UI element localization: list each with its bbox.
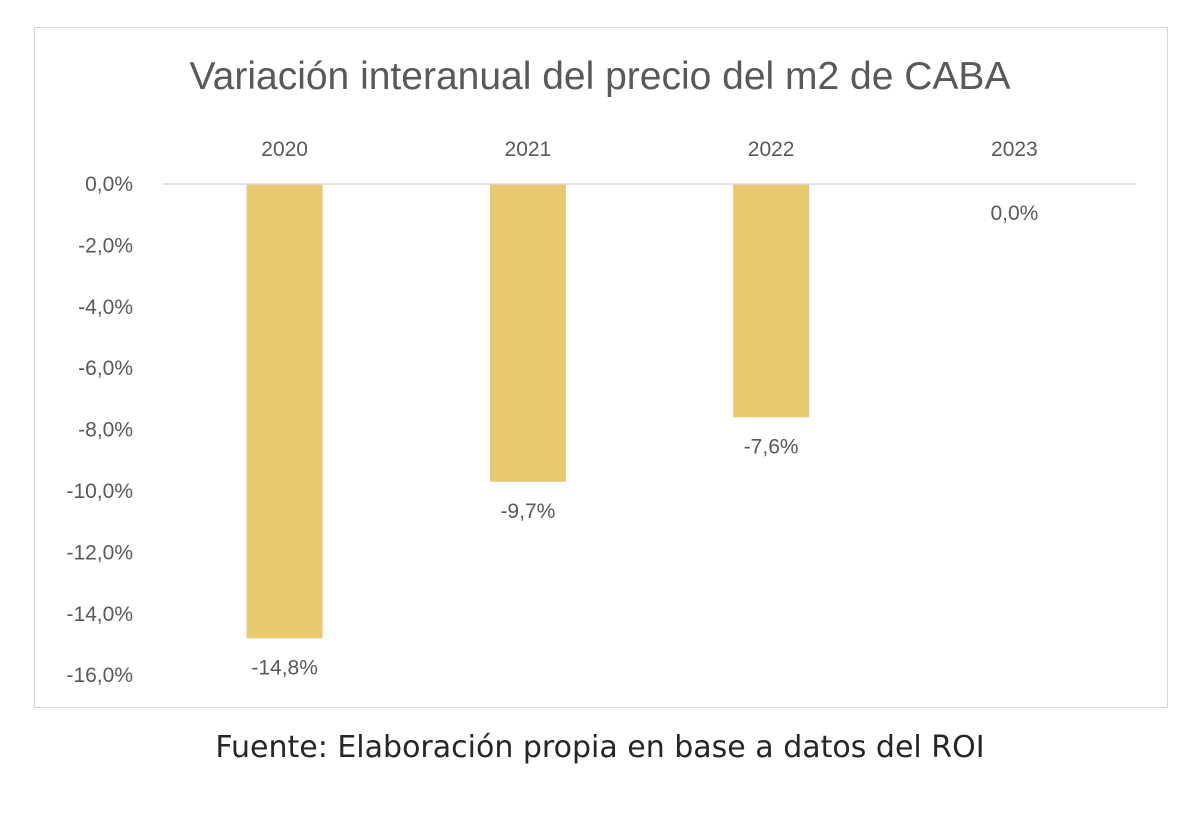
- bar: [246, 184, 323, 639]
- y-tick-label: -4,0%: [78, 296, 133, 319]
- data-label: -9,7%: [500, 500, 555, 523]
- x-tick-label: 2020: [261, 138, 308, 161]
- x-tick-label: 2022: [748, 138, 795, 161]
- y-tick-label: -14,0%: [66, 603, 133, 626]
- y-tick-label: 0,0%: [85, 173, 133, 196]
- bar: [489, 184, 566, 482]
- y-tick-label: -2,0%: [78, 234, 133, 257]
- data-label: 0,0%: [990, 202, 1038, 225]
- source-note: Fuente: Elaboración propia en base a dat…: [215, 730, 985, 765]
- y-tick-label: -10,0%: [66, 480, 133, 503]
- y-tick-label: -12,0%: [66, 541, 133, 564]
- chart-frame: [34, 27, 1168, 708]
- data-label: -14,8%: [251, 656, 318, 679]
- y-tick-label: -6,0%: [78, 357, 133, 380]
- x-tick-label: 2023: [991, 138, 1038, 161]
- y-tick-label: -8,0%: [78, 419, 133, 442]
- data-label: -7,6%: [744, 435, 799, 458]
- y-tick-label: -16,0%: [66, 664, 133, 687]
- x-tick-label: 2021: [505, 138, 552, 161]
- chart-title: Variación interanual del precio del m2 d…: [189, 55, 1011, 98]
- bar: [733, 184, 810, 418]
